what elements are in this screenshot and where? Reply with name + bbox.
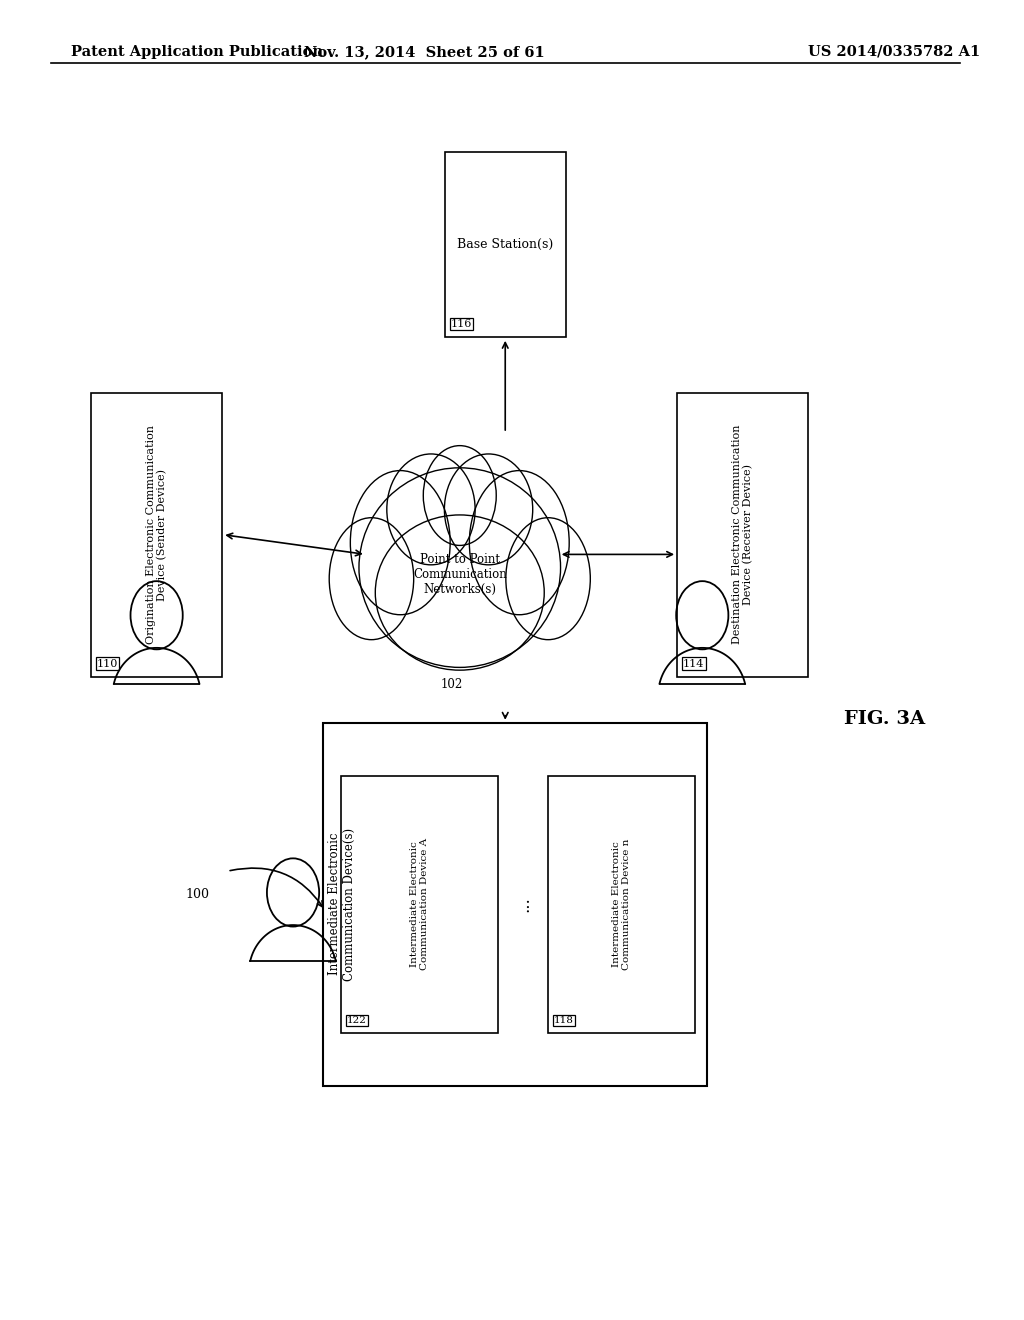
Bar xyxy=(548,776,694,1032)
Ellipse shape xyxy=(350,470,451,615)
Ellipse shape xyxy=(423,446,497,545)
Text: Patent Application Publication: Patent Application Publication xyxy=(71,45,323,59)
Text: Nov. 13, 2014  Sheet 25 of 61: Nov. 13, 2014 Sheet 25 of 61 xyxy=(304,45,545,59)
Text: Destination Electronic Communication
Device (Receiver Device): Destination Electronic Communication Dev… xyxy=(732,425,754,644)
Text: 114: 114 xyxy=(683,659,705,668)
Text: Intermediate Electronic
Communication Device(s): Intermediate Electronic Communication De… xyxy=(328,828,355,981)
Ellipse shape xyxy=(444,454,532,565)
Text: Intermediate Electronic
Communication Device n: Intermediate Electronic Communication De… xyxy=(611,838,631,970)
Text: FIG. 3A: FIG. 3A xyxy=(844,710,925,729)
Bar xyxy=(324,722,708,1085)
Text: Origination Electronic Communication
Device (Sender Device): Origination Electronic Communication Dev… xyxy=(145,425,168,644)
Text: US 2014/0335782 A1: US 2014/0335782 A1 xyxy=(808,45,981,59)
Text: ...: ... xyxy=(515,896,531,912)
Ellipse shape xyxy=(359,467,560,668)
Text: 118: 118 xyxy=(554,1016,574,1024)
Ellipse shape xyxy=(375,515,544,671)
Ellipse shape xyxy=(469,470,569,615)
Bar xyxy=(444,152,566,337)
Bar xyxy=(677,393,808,676)
Bar xyxy=(91,393,222,676)
Ellipse shape xyxy=(387,454,475,565)
Ellipse shape xyxy=(329,517,414,640)
Ellipse shape xyxy=(506,517,590,640)
Text: Point to Point
Communication
Networks(s): Point to Point Communication Networks(s) xyxy=(413,553,507,597)
Text: 110: 110 xyxy=(97,659,119,668)
Text: Base Station(s): Base Station(s) xyxy=(457,238,553,251)
Text: 102: 102 xyxy=(440,678,463,692)
Text: Intermediate Electronic
Communication Device A: Intermediate Electronic Communication De… xyxy=(410,838,429,970)
Text: 116: 116 xyxy=(451,318,472,329)
Text: 100: 100 xyxy=(185,888,209,902)
Bar xyxy=(341,776,498,1032)
Text: 122: 122 xyxy=(347,1016,367,1024)
